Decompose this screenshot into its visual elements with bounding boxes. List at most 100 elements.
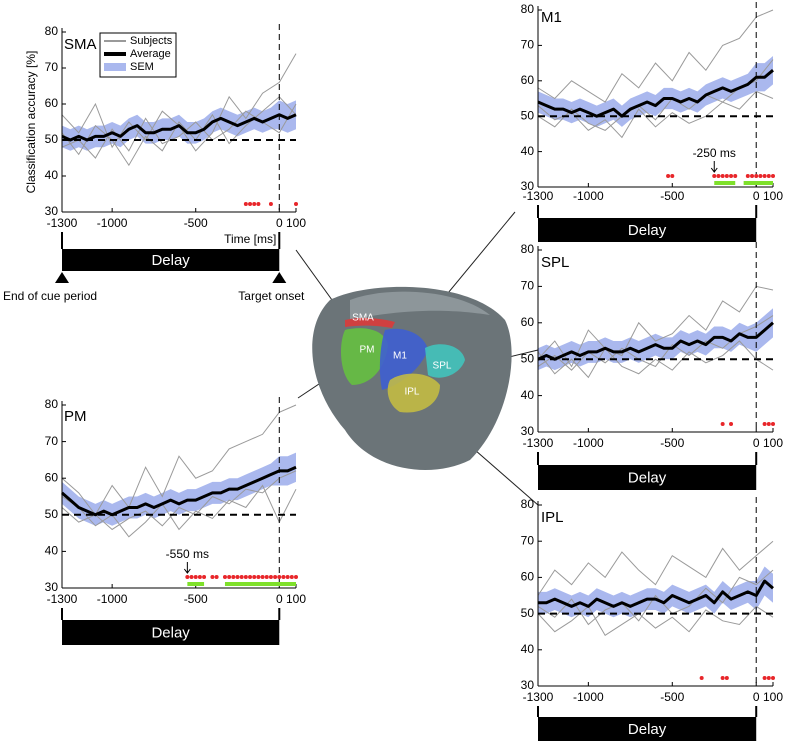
x-tick-label: 0: [753, 189, 760, 203]
annotation: Target onset: [238, 289, 305, 303]
x-tick-label: 100: [286, 592, 306, 606]
y-tick-label: 70: [521, 279, 535, 293]
subject-line: [61, 96, 297, 167]
significance-dot: [745, 174, 750, 178]
delay-bar: [538, 465, 757, 490]
y-tick-label: 50: [45, 132, 59, 146]
significance-dot: [766, 422, 771, 426]
significance-dot: [264, 575, 269, 579]
average-line: [61, 465, 297, 517]
significance-dot: [185, 575, 190, 579]
significance-dot: [235, 575, 240, 579]
subject-line: [537, 605, 774, 637]
onset-label: -550 ms: [166, 547, 209, 561]
significance-dot: [294, 202, 298, 206]
significance-dot: [733, 174, 738, 178]
significance-dot: [750, 174, 755, 178]
x-tick-label: 100: [286, 216, 306, 230]
x-tick-label: 0: [276, 592, 283, 606]
significance-dot: [277, 575, 282, 579]
significance-dot: [231, 575, 236, 579]
delay-label: Delay: [151, 624, 190, 641]
x-tick-label: -1000: [97, 216, 128, 230]
y-tick-label: 60: [45, 96, 59, 110]
delay-bar: [62, 620, 280, 645]
significance-dot: [720, 422, 725, 426]
brain-label: PM: [360, 345, 375, 356]
significance-dot: [252, 202, 257, 206]
significance-dot: [256, 575, 261, 579]
y-tick-label: 50: [521, 606, 535, 620]
significance-dot: [729, 174, 734, 178]
significance-dot: [762, 422, 767, 426]
y-tick-label: 40: [521, 144, 535, 158]
x-tick-label: -1000: [97, 592, 128, 606]
panel-title: PM: [64, 408, 87, 425]
panel-title: M1: [541, 9, 562, 26]
x-tick-label: -1000: [573, 690, 604, 704]
event-marker: [272, 272, 287, 283]
panel-title: IPL: [541, 509, 564, 526]
region-pm: [340, 328, 388, 385]
significance-dot: [256, 202, 261, 206]
panel: M1 30 40 50 60 70 80 -1300 -1000 -500 0 100 -250 ms D…: [521, 2, 783, 242]
legend-label: SEM: [130, 61, 154, 73]
y-tick-label: 80: [521, 497, 535, 511]
y-tick-label: 40: [521, 642, 535, 656]
y-tick-label: 80: [521, 2, 535, 16]
subject-line: [537, 90, 774, 139]
panel: PM 30 40 50 60 70 80 -1300 -1000 -500 0 100 -550 ms D…: [45, 397, 306, 645]
subject-line: [537, 569, 774, 626]
x-tick-label: 100: [763, 189, 783, 203]
significance-dot: [699, 676, 704, 680]
significance-dot: [666, 174, 671, 178]
legend-label: Average: [130, 48, 171, 60]
legend-label: Subjects: [130, 35, 173, 47]
y-tick-label: 30: [521, 179, 535, 193]
subject-line: [61, 470, 297, 531]
onset-arrow: [710, 161, 718, 173]
y-tick-label: 50: [45, 507, 59, 521]
x-tick-label: -500: [660, 189, 684, 203]
significance-dot: [771, 422, 775, 426]
x-tick-label: -1000: [573, 436, 604, 450]
y-tick-label: 40: [45, 168, 59, 182]
significance-dot: [771, 676, 775, 680]
significance-dot: [762, 174, 767, 178]
panel: SMA 30 40 50 60 70 80 -1300 -1000 -500 0 100 Delay Cl…: [3, 24, 306, 303]
subject-line: [537, 540, 774, 596]
significance-dot: [273, 575, 278, 579]
annotation: End of cue period: [3, 289, 97, 303]
y-tick-label: 30: [45, 580, 59, 594]
delay-bar: [538, 717, 757, 741]
y-tick-label: 60: [521, 73, 535, 87]
y-tick-label: 30: [521, 424, 535, 438]
y-tick-label: 60: [521, 315, 535, 329]
legend-swatch: [104, 63, 126, 71]
subject-line: [537, 9, 774, 103]
significance-dot: [771, 174, 775, 178]
significance-dot: [724, 174, 729, 178]
onset-arrow: [183, 562, 191, 574]
significance-dot: [210, 575, 215, 579]
significance-dot: [260, 575, 265, 579]
x-tick-label: -1300: [523, 690, 554, 704]
panel: SPL 30 40 50 60 70 80 -1300 -1000 -500 0 100 Delay: [521, 242, 783, 490]
subject-line: [61, 484, 297, 538]
region-ipl: [387, 373, 440, 413]
event-marker: [55, 272, 69, 283]
significance-dot: [766, 676, 771, 680]
significance-dot: [248, 575, 253, 579]
brain-label: SPL: [433, 361, 452, 372]
significance-dot: [754, 174, 759, 178]
average-line: [537, 321, 774, 361]
x-tick-label: -1300: [47, 592, 78, 606]
significance-dot: [758, 174, 763, 178]
x-tick-label: -1300: [523, 436, 554, 450]
delay-label: Delay: [628, 469, 667, 486]
significance-dot: [197, 575, 202, 579]
x-tick-label: 0: [753, 690, 760, 704]
y-tick-label: 40: [45, 544, 59, 558]
subject-line: [537, 59, 774, 131]
significance-dot: [716, 174, 721, 178]
